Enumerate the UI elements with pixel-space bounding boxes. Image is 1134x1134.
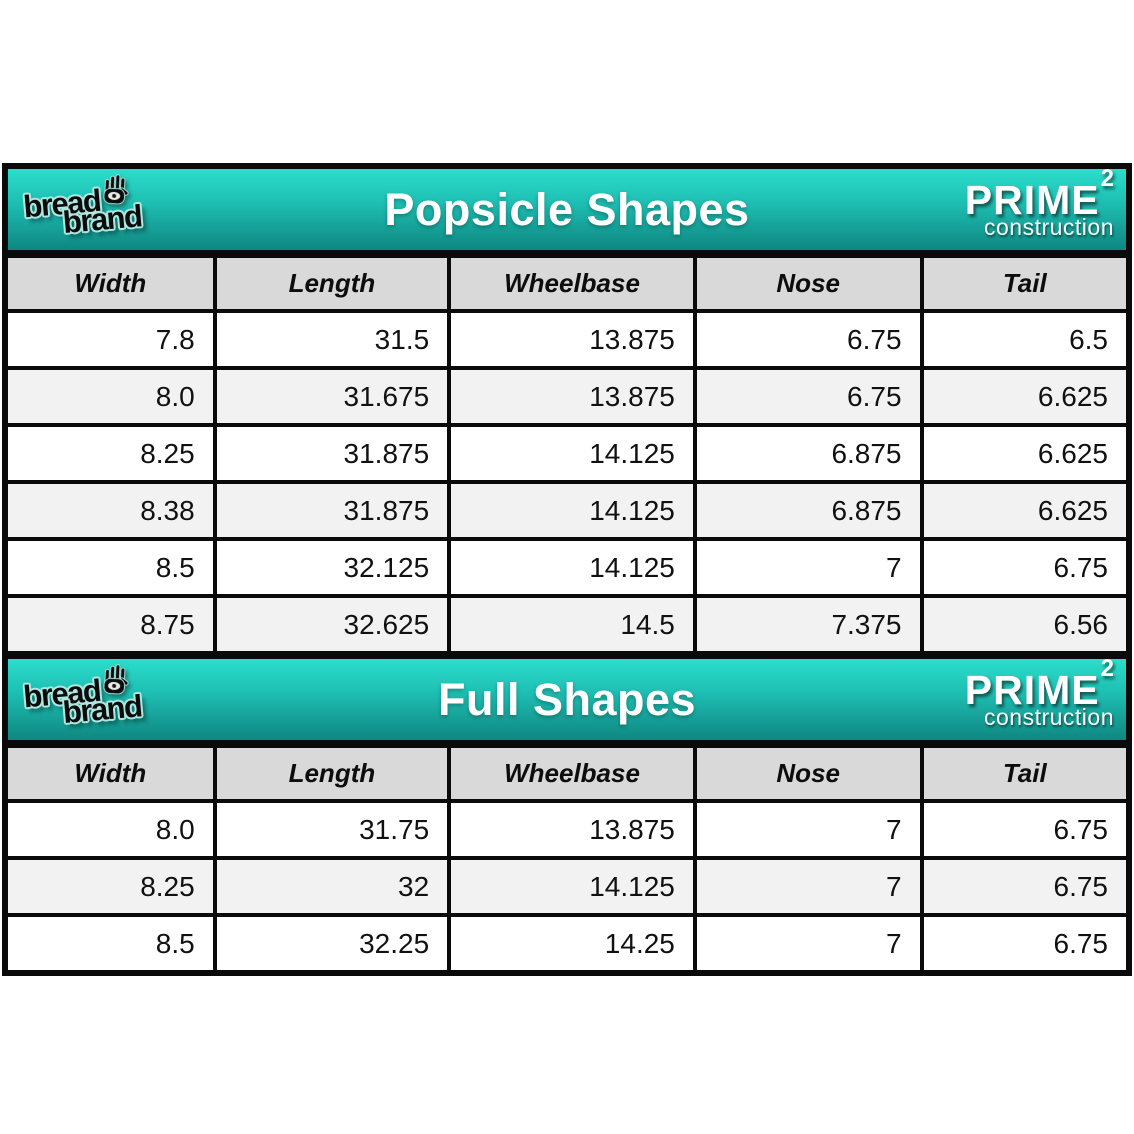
tail-cell: 6.75 [919, 799, 1131, 860]
width-cell: 8.0 [4, 366, 217, 427]
column-header-length: Length [212, 254, 452, 313]
tail-cell: 6.625 [919, 366, 1131, 427]
full-shapes-title: Full Shapes [437, 673, 697, 725]
prime-exponent: 2 [1100, 165, 1115, 193]
length-cell: 31.675 [212, 366, 452, 427]
length-cell: 32 [212, 856, 452, 917]
tail-cell: 6.56 [919, 594, 1131, 655]
column-header-width: Width [4, 254, 217, 313]
width-cell: 7.8 [4, 309, 217, 370]
length-cell: 32.625 [212, 594, 452, 655]
spec-sheet: bread [2, 163, 1132, 976]
tail-cell: 6.625 [919, 480, 1131, 541]
width-cell: 8.38 [4, 480, 217, 541]
wheelbase-cell: 13.875 [447, 366, 697, 427]
width-cell: 8.5 [4, 537, 217, 598]
wheelbase-cell: 14.25 [447, 913, 697, 974]
table-row: 8.38 31.875 14.125 6.875 6.625 [4, 480, 1131, 541]
bread-brand-logo: bread [22, 663, 195, 729]
popsicle-shapes-table: Width Length Wheelbase Nose Tail 7.8 31.5 13.87… [4, 254, 1131, 655]
length-cell: 32.25 [212, 913, 452, 974]
prime-wordmark: PRIME2 [964, 165, 1115, 223]
table-row: 8.75 32.625 14.5 7.375 6.56 [4, 594, 1131, 655]
tail-cell: 6.75 [919, 856, 1131, 917]
nose-cell: 7 [692, 913, 924, 974]
length-cell: 32.125 [212, 537, 452, 598]
length-cell: 31.5 [212, 309, 452, 370]
wheelbase-cell: 14.5 [447, 594, 697, 655]
wheelbase-cell: 13.875 [447, 799, 697, 860]
tail-cell: 6.5 [919, 309, 1131, 370]
width-cell: 8.0 [4, 799, 217, 860]
table-row: 8.0 31.675 13.875 6.75 6.625 [4, 366, 1131, 427]
nose-cell: 7.375 [692, 594, 924, 655]
nose-cell: 7 [692, 537, 924, 598]
wheelbase-cell: 13.875 [447, 309, 697, 370]
column-header-width: Width [4, 744, 217, 803]
width-cell: 8.5 [4, 913, 217, 974]
width-cell: 8.25 [4, 423, 217, 484]
width-cell: 8.75 [4, 594, 217, 655]
prime-exponent: 2 [1100, 655, 1115, 683]
table-row: 8.5 32.125 14.125 7 6.75 [4, 537, 1131, 598]
width-cell: 8.25 [4, 856, 217, 917]
wheelbase-cell: 14.125 [447, 856, 697, 917]
table-row: 8.5 32.25 14.25 7 6.75 [4, 913, 1131, 974]
prime-subtitle: construction [983, 214, 1114, 240]
length-cell: 31.875 [212, 480, 452, 541]
nose-cell: 6.875 [692, 480, 924, 541]
full-shapes-table: Width Length Wheelbase Nose Tail 8.0 31.75 13.8… [4, 744, 1131, 974]
nose-cell: 6.75 [692, 309, 924, 370]
column-header-length: Length [212, 744, 452, 803]
full-shapes-section: bread [4, 655, 1131, 974]
table-row: 8.25 32 14.125 7 6.75 [4, 856, 1131, 917]
wheelbase-cell: 14.125 [447, 537, 697, 598]
prime-wordmark: PRIME2 [964, 655, 1115, 713]
hand-with-eye-icon [100, 172, 131, 211]
nose-cell: 6.875 [692, 423, 924, 484]
prime-construction-logo: PRIME2 construction [964, 655, 1115, 730]
length-cell: 31.75 [212, 799, 452, 860]
wheelbase-cell: 14.125 [447, 423, 697, 484]
prime-construction-logo: PRIME2 construction [964, 165, 1115, 240]
column-header-row: Width Length Wheelbase Nose Tail [4, 744, 1131, 803]
nose-cell: 6.75 [692, 366, 924, 427]
column-header-wheelbase: Wheelbase [447, 744, 697, 803]
popsicle-shapes-section: bread [4, 165, 1131, 655]
full-header-bar: bread [4, 655, 1130, 744]
hand-with-eye-icon [100, 662, 131, 701]
popsicle-shapes-title: Popsicle Shapes [384, 183, 750, 235]
column-header-tail: Tail [919, 744, 1131, 803]
bread-brand-logo: bread [22, 173, 195, 239]
table-row: 7.8 31.5 13.875 6.75 6.5 [4, 309, 1131, 370]
length-cell: 31.875 [212, 423, 452, 484]
table-row: 8.25 31.875 14.125 6.875 6.625 [4, 423, 1131, 484]
wheelbase-cell: 14.125 [447, 480, 697, 541]
table-row: 8.0 31.75 13.875 7 6.75 [4, 799, 1131, 860]
prime-subtitle: construction [983, 704, 1114, 730]
column-header-wheelbase: Wheelbase [447, 254, 697, 313]
popsicle-header-bar: bread [4, 165, 1130, 254]
column-header-nose: Nose [692, 254, 924, 313]
column-header-nose: Nose [692, 744, 924, 803]
tail-cell: 6.75 [919, 913, 1131, 974]
nose-cell: 7 [692, 799, 924, 860]
column-header-tail: Tail [919, 254, 1131, 313]
tail-cell: 6.75 [919, 537, 1131, 598]
column-header-row: Width Length Wheelbase Nose Tail [4, 254, 1131, 313]
nose-cell: 7 [692, 856, 924, 917]
tail-cell: 6.625 [919, 423, 1131, 484]
